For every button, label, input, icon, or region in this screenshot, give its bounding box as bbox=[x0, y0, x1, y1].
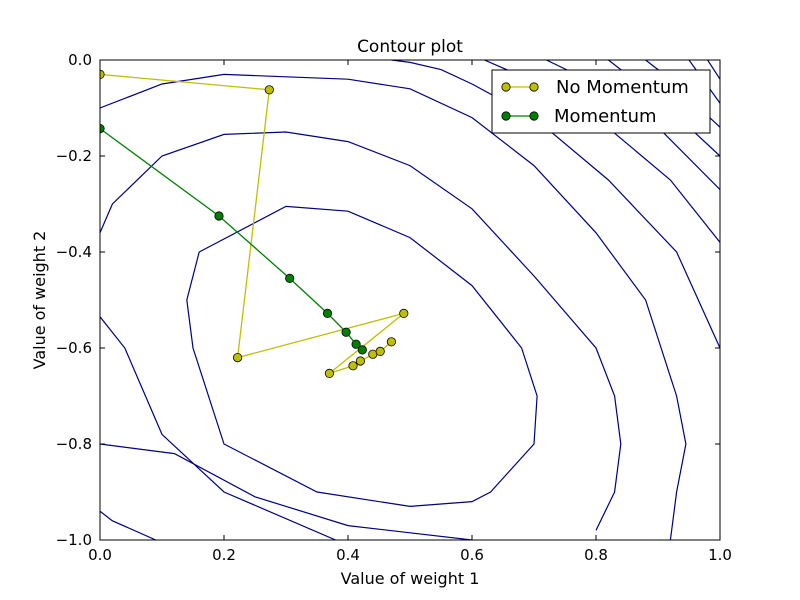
series-point bbox=[341, 327, 351, 337]
legend-marker bbox=[529, 111, 539, 121]
series-point bbox=[375, 346, 385, 356]
legend: No Momentum Momentum bbox=[491, 69, 711, 134]
y-tick-label: 0.0 bbox=[68, 51, 92, 69]
contour-line bbox=[186, 205, 538, 507]
series-point bbox=[351, 339, 361, 349]
series-point bbox=[285, 273, 295, 283]
x-tick-label: 0.0 bbox=[88, 546, 112, 564]
axis-ticks: 0.0 0.2 0.4 0.6 0.8 1.0 0.0 −0.2 −0.4 −0.6 −0.8 −1.… bbox=[56, 51, 732, 564]
x-tick-label: 0.2 bbox=[212, 546, 236, 564]
y-tick-label: −0.4 bbox=[56, 243, 92, 261]
series-group bbox=[100, 69, 409, 378]
legend-marker bbox=[529, 82, 539, 92]
series-point bbox=[214, 211, 224, 221]
y-tick-label: −1.0 bbox=[56, 531, 92, 549]
y-tick-label: −0.8 bbox=[56, 435, 92, 453]
series-point bbox=[386, 337, 396, 347]
x-tick-label: 1.0 bbox=[708, 546, 732, 564]
y-tick-label: −0.2 bbox=[56, 147, 92, 165]
series-line bbox=[100, 128, 363, 351]
series-point bbox=[233, 352, 243, 363]
series-point bbox=[357, 345, 367, 355]
legend-label: Momentum bbox=[554, 106, 657, 127]
x-tick-label: 0.8 bbox=[584, 546, 608, 564]
contour-line bbox=[100, 131, 622, 531]
series-point bbox=[324, 368, 334, 378]
y-axis-label: Value of weight 2 bbox=[30, 231, 49, 370]
contour-line bbox=[100, 316, 336, 540]
y-tick-label: −0.6 bbox=[56, 339, 92, 357]
legend-box bbox=[491, 69, 711, 134]
chart-title: Contour plot bbox=[357, 37, 463, 57]
series-point bbox=[355, 356, 365, 366]
series-point bbox=[399, 308, 409, 318]
x-tick-label: 0.6 bbox=[460, 546, 484, 564]
legend-marker bbox=[501, 111, 511, 121]
contour-line bbox=[100, 443, 473, 540]
legend-label: No Momentum bbox=[556, 77, 689, 98]
x-axis-label: Value of weight 1 bbox=[341, 569, 480, 588]
series-point bbox=[264, 85, 274, 95]
contour-line bbox=[100, 510, 157, 540]
legend-marker bbox=[501, 82, 511, 92]
series-point bbox=[348, 361, 358, 371]
x-tick-label: 0.4 bbox=[336, 546, 360, 564]
series-point bbox=[322, 308, 333, 318]
contour-line bbox=[100, 73, 687, 540]
contour-line bbox=[707, 60, 720, 80]
plot-frame bbox=[99, 59, 721, 541]
